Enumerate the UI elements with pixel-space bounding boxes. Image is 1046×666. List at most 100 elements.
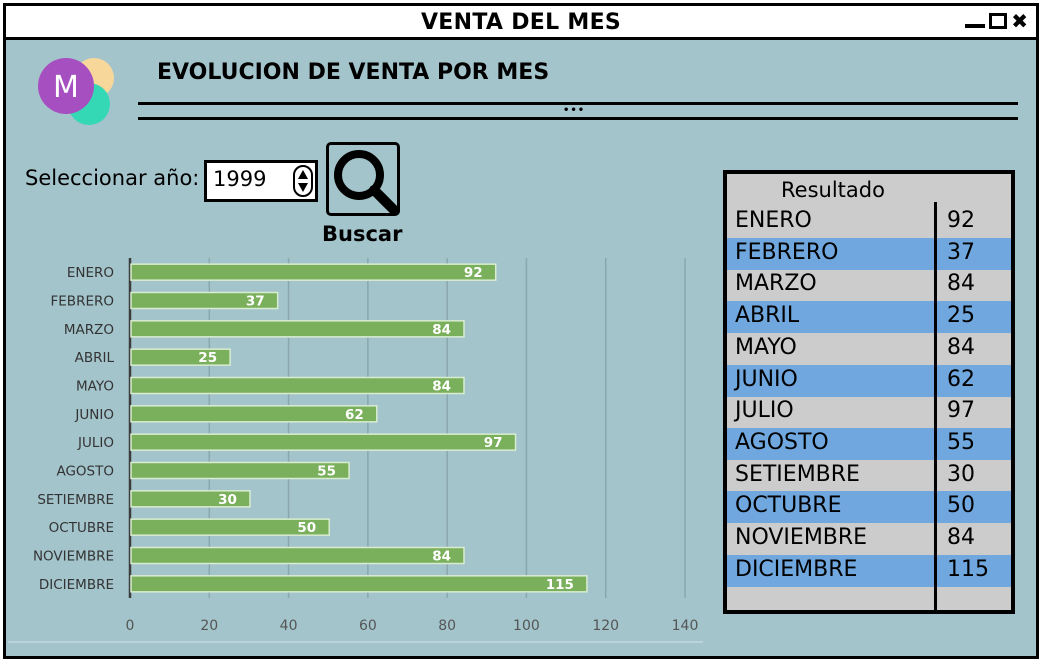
category-label: ABRIL [75,350,115,366]
table-row: JUNIO 62 [727,364,1011,397]
row-month: AGOSTO [735,429,829,455]
row-value: 92 [947,208,975,233]
row-value: 25 [947,303,975,329]
data-label: 84 [432,379,451,395]
row-month: ENERO [735,208,812,233]
search-button-frame [326,142,400,216]
results-title: Resultado [781,178,885,202]
page-title: EVOLUCION DE VENTA POR MES [157,60,550,85]
x-tick-label: 60 [359,618,377,634]
row-month: ABRIL [735,303,800,329]
row-month: MARZO [735,271,817,297]
data-label: 97 [484,435,503,451]
row-month: JUNIO [735,366,798,392]
table-row: MAYO 84 [727,333,1011,365]
results-table: Resultado ENERO 92 FEBRERO 37 MARZO 84 ABRIL 25… [723,170,1015,614]
category-label: AGOSTO [56,464,114,480]
row-month: FEBRERO [735,239,839,265]
divider [138,117,1018,120]
x-tick-label: 120 [592,618,619,634]
spinner-up-icon[interactable] [298,170,308,179]
bar [130,405,378,423]
row-month: MAYO [735,334,797,360]
spinner-buttons [293,165,313,197]
category-label: JULIO [77,435,114,451]
category-label: FEBRERO [51,294,114,310]
x-tick-label: 40 [280,618,298,634]
x-tick-label: 100 [513,618,540,634]
column-divider [934,202,937,614]
data-label: 84 [432,549,451,565]
divider-dots: ••• [563,105,586,116]
results-header: Resultado [727,174,1011,204]
row-month: JULIO [735,398,794,424]
category-label: ENERO [67,265,114,281]
category-label: SETIEMBRE [37,492,114,508]
logo-icon: M [38,58,114,125]
year-label: Seleccionar año: [25,166,200,190]
data-label: 92 [464,265,483,281]
category-label: MAYO [76,379,114,395]
row-month: SETIEMBRE [735,461,860,487]
table-row: DICIEMBRE 115 [727,554,1011,587]
table-row: MARZO 84 [727,269,1011,301]
bar [130,263,497,281]
row-value: 84 [947,525,975,550]
table-row: ABRIL 25 [727,301,1011,334]
bar [130,291,279,310]
window-controls: ✖ [965,9,1028,33]
spinner-down-icon[interactable] [298,183,308,192]
category-label: JUNIO [74,407,114,423]
year-spinner [204,160,318,202]
bar [130,546,465,565]
x-tick-label: 80 [438,618,456,634]
category-label: OCTUBRE [49,520,114,536]
bar [130,461,350,480]
table-row: ENERO 92 [727,206,1011,238]
row-value: 55 [947,429,975,455]
row-value: 115 [947,556,989,582]
logo-letter: M [53,70,79,105]
window-title: VENTA DEL MES [420,10,622,35]
category-label: DICIEMBRE [39,577,114,593]
row-value: 30 [947,461,975,487]
minimize-icon[interactable] [965,12,986,30]
table-row: SETIEMBRE 30 [727,460,1011,492]
x-tick-label: 20 [200,618,218,634]
table-row: JULIO 97 [727,396,1011,428]
bar [130,490,251,508]
bar [130,348,231,366]
table-row: NOVIEMBRE 84 [727,523,1011,555]
table-row: OCTUBRE 50 [727,491,1011,524]
close-icon[interactable]: ✖ [1011,9,1028,33]
divider [138,102,1018,105]
row-value: 84 [947,271,975,297]
data-label: 37 [246,294,265,310]
x-tick-label: 0 [126,618,135,634]
data-label: 84 [432,322,451,338]
search-button[interactable]: Buscar [322,142,412,252]
search-icon [334,150,398,214]
row-value: 84 [947,334,975,360]
bar [130,518,330,536]
table-row: FEBRERO 37 [727,237,1011,270]
search-button-label: Buscar [322,222,403,246]
data-label: 115 [546,577,574,593]
data-label: 62 [345,407,364,423]
category-label: NOVIEMBRE [33,549,114,565]
data-label: 30 [218,492,237,508]
row-value: 37 [947,239,975,265]
row-month: OCTUBRE [735,493,842,519]
row-value: 62 [947,366,975,392]
maximize-icon[interactable] [989,13,1008,29]
bar [130,376,465,395]
bar [130,433,517,451]
bar [130,575,588,593]
data-label: 50 [297,520,316,536]
category-label: MARZO [64,322,114,338]
year-input[interactable] [213,167,291,191]
x-tick-label: 140 [672,618,699,634]
row-month: DICIEMBRE [735,556,858,582]
table-row: AGOSTO 55 [727,427,1011,460]
data-label: 55 [317,464,336,480]
